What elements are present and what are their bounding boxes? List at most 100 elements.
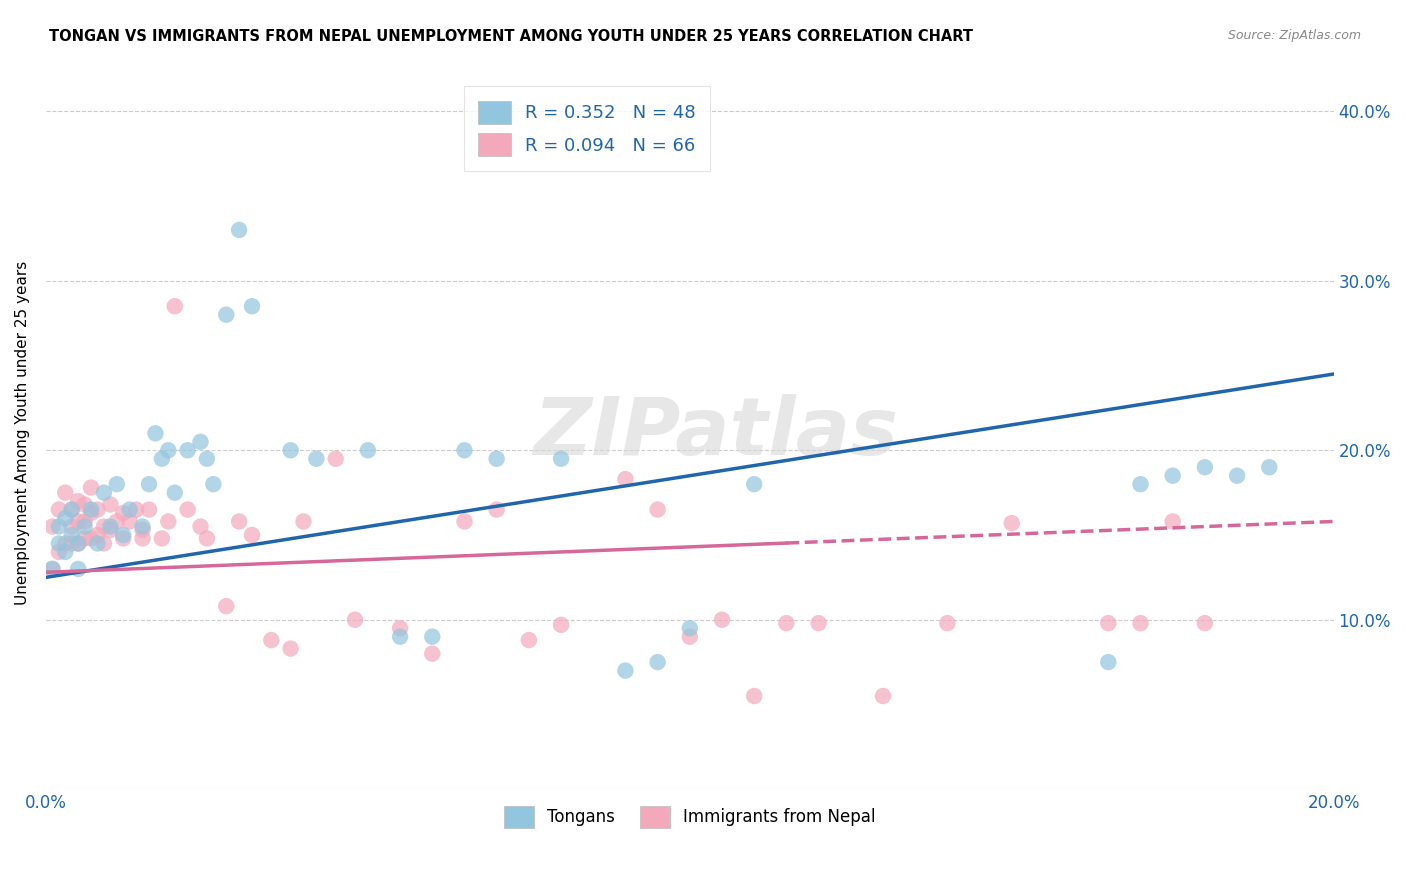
Point <box>240 528 263 542</box>
Point <box>163 299 186 313</box>
Point <box>280 443 302 458</box>
Point <box>936 616 959 631</box>
Point <box>357 443 380 458</box>
Point <box>343 613 366 627</box>
Point <box>1129 477 1152 491</box>
Point <box>1129 616 1152 631</box>
Point <box>1001 516 1024 530</box>
Point <box>93 536 115 550</box>
Point <box>742 477 765 491</box>
Point <box>48 536 70 550</box>
Point <box>260 633 283 648</box>
Point <box>1258 460 1281 475</box>
Point <box>517 633 540 648</box>
Point <box>48 519 70 533</box>
Point <box>550 451 572 466</box>
Point <box>807 616 830 631</box>
Point <box>131 519 153 533</box>
Point <box>131 523 153 537</box>
Point <box>98 523 121 537</box>
Point <box>53 485 76 500</box>
Point <box>647 655 669 669</box>
Point <box>420 647 443 661</box>
Point <box>1226 468 1249 483</box>
Point <box>138 477 160 491</box>
Point <box>67 562 90 576</box>
Point <box>202 477 225 491</box>
Point <box>1097 655 1119 669</box>
Point <box>176 443 198 458</box>
Point <box>80 481 103 495</box>
Point <box>41 519 63 533</box>
Point <box>53 545 76 559</box>
Point <box>73 498 96 512</box>
Point <box>157 443 180 458</box>
Point <box>60 519 83 533</box>
Point <box>138 502 160 516</box>
Point <box>60 502 83 516</box>
Point <box>305 451 328 466</box>
Point <box>98 519 121 533</box>
Text: TONGAN VS IMMIGRANTS FROM NEPAL UNEMPLOYMENT AMONG YOUTH UNDER 25 YEARS CORRELAT: TONGAN VS IMMIGRANTS FROM NEPAL UNEMPLOY… <box>49 29 973 44</box>
Point <box>112 532 135 546</box>
Point <box>872 689 894 703</box>
Point <box>1194 460 1216 475</box>
Y-axis label: Unemployment Among Youth under 25 years: Unemployment Among Youth under 25 years <box>15 261 30 606</box>
Point <box>163 485 186 500</box>
Point <box>1161 515 1184 529</box>
Point <box>240 299 263 313</box>
Point <box>679 621 702 635</box>
Point <box>389 630 412 644</box>
Point <box>73 519 96 533</box>
Point <box>86 528 108 542</box>
Point <box>150 451 173 466</box>
Point <box>125 502 148 516</box>
Text: ZIPatlas: ZIPatlas <box>533 394 898 473</box>
Point <box>60 536 83 550</box>
Point <box>105 477 128 491</box>
Point <box>550 617 572 632</box>
Point <box>485 502 508 516</box>
Point <box>1097 616 1119 631</box>
Point <box>679 630 702 644</box>
Point <box>48 502 70 516</box>
Point <box>215 308 238 322</box>
Point <box>112 506 135 520</box>
Point <box>190 434 212 449</box>
Point <box>228 515 250 529</box>
Point <box>150 532 173 546</box>
Point <box>190 519 212 533</box>
Point <box>453 443 475 458</box>
Point <box>195 451 218 466</box>
Point <box>453 515 475 529</box>
Point <box>292 515 315 529</box>
Point <box>1194 616 1216 631</box>
Point <box>48 545 70 559</box>
Point <box>176 502 198 516</box>
Point <box>215 599 238 614</box>
Point <box>485 451 508 466</box>
Point <box>73 515 96 529</box>
Point <box>1161 468 1184 483</box>
Point <box>118 502 141 516</box>
Point <box>67 515 90 529</box>
Point <box>157 515 180 529</box>
Point <box>67 494 90 508</box>
Point <box>73 532 96 546</box>
Text: Source: ZipAtlas.com: Source: ZipAtlas.com <box>1227 29 1361 42</box>
Point <box>86 502 108 516</box>
Point <box>325 451 347 466</box>
Point <box>614 664 637 678</box>
Point <box>41 562 63 576</box>
Point <box>67 536 90 550</box>
Point <box>41 562 63 576</box>
Point <box>195 532 218 546</box>
Legend: Tongans, Immigrants from Nepal: Tongans, Immigrants from Nepal <box>498 799 883 834</box>
Point <box>145 426 167 441</box>
Point <box>53 511 76 525</box>
Point <box>647 502 669 516</box>
Point <box>775 616 797 631</box>
Point <box>131 532 153 546</box>
Point <box>742 689 765 703</box>
Point <box>60 528 83 542</box>
